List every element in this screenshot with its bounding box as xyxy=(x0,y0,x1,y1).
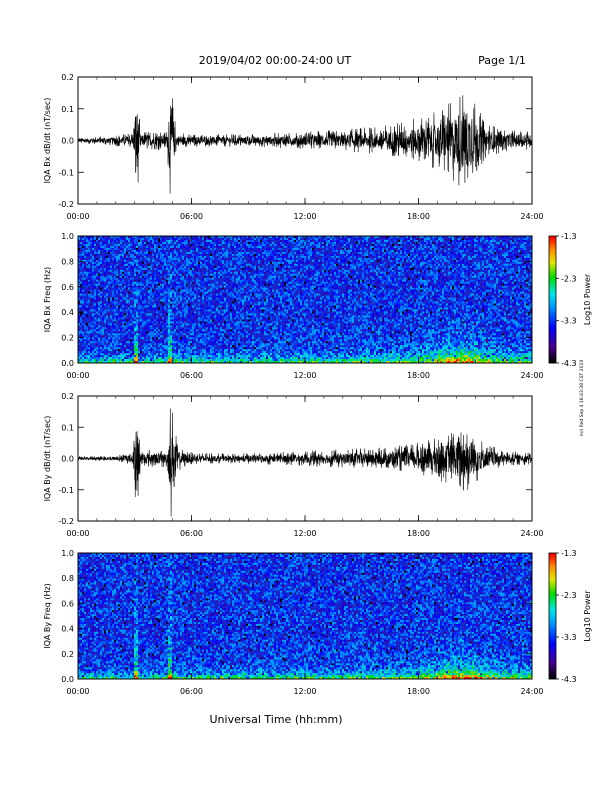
y-axis-label-3: IQA By dB/dt (nT/sec) xyxy=(43,416,52,502)
colorbar-tick-label-3-3: -4.3 xyxy=(561,675,577,684)
y-tick-label-0-3: 0.1 xyxy=(61,105,74,114)
colorbar-2: -1.3 -2.3 -3.3 -4.3 Log10 Power xyxy=(549,232,592,368)
panel-4: IQA By Freq (Hz) -1.3 -2.3 -3.3 -4.3 Log10 Po… xyxy=(43,549,592,696)
colorbar-label-2: Log10 Power xyxy=(583,273,592,325)
y-tick-label-3-3: 0.6 xyxy=(61,599,74,608)
x-tick-label-1-3: 18:00 xyxy=(407,371,430,380)
y-tick-label-3-1: 0.2 xyxy=(61,650,74,659)
heatmap-cells-4 xyxy=(78,553,532,679)
y-tick-label-1-0: 0.0 xyxy=(61,359,74,368)
panels-group: IQA Bx dB/dt (nT/sec) 00:00 06:00 12:00 18:0… xyxy=(43,73,592,696)
x-tick-label-0-0: 00:00 xyxy=(66,212,89,221)
x-tick-label-0-2: 12:00 xyxy=(293,212,316,221)
x-tick-label-2-3: 18:00 xyxy=(407,529,430,538)
y-tick-label-0-4: 0.2 xyxy=(61,73,74,82)
y-axis-label-4: IQA By Freq (Hz) xyxy=(43,583,52,649)
y-tick-label-1-1: 0.2 xyxy=(61,334,74,343)
x-tick-label-1-1: 06:00 xyxy=(180,371,203,380)
y-tick-label-2-3: 0.1 xyxy=(61,423,74,432)
page-title: 2019/04/02 00:00-24:00 UT xyxy=(199,54,352,67)
x-tick-label-0-4: 24:00 xyxy=(520,212,543,221)
colorbar-tick-label-1-1: -2.3 xyxy=(561,274,577,283)
panel-3: IQA By dB/dt (nT/sec) 00:00 06:00 12:00 18:0… xyxy=(43,392,544,538)
y-tick-label-2-2: 0.0 xyxy=(61,455,74,464)
x-tick-label-2-0: 00:00 xyxy=(66,529,89,538)
series-line-3 xyxy=(78,408,532,516)
series-line-1 xyxy=(78,95,532,193)
x-tick-label-3-2: 12:00 xyxy=(293,687,316,696)
colorbar-tick-label-1-2: -3.3 xyxy=(561,317,577,326)
x-tick-label-0-3: 18:00 xyxy=(407,212,430,221)
y-tick-label-3-5: 1.0 xyxy=(61,549,74,558)
page-number: Page 1/1 xyxy=(478,54,526,67)
colorbar-tick-label-3-0: -1.3 xyxy=(561,549,577,558)
y-tick-label-3-2: 0.4 xyxy=(61,625,74,634)
y-axis-label-2: IQA Bx Freq (Hz) xyxy=(43,267,52,333)
y-tick-label-1-3: 0.6 xyxy=(61,283,74,292)
y-axis-label-1: IQA Bx dB/dt (nT/sec) xyxy=(43,98,52,184)
heatmap-cells-2 xyxy=(78,236,532,363)
colorbar-tick-label-3-2: -3.3 xyxy=(561,633,577,642)
x-tick-label-1-2: 12:00 xyxy=(293,371,316,380)
x-tick-label-3-0: 00:00 xyxy=(66,687,89,696)
colorbar-4: -1.3 -2.3 -3.3 -4.3 Log10 Power xyxy=(549,549,592,684)
y-tick-label-3-4: 0.8 xyxy=(61,574,74,583)
x-tick-label-2-2: 12:00 xyxy=(293,529,316,538)
colorbar-tick-label-1-3: -4.3 xyxy=(561,359,577,368)
y-tick-label-1-5: 1.0 xyxy=(61,232,74,241)
y-tick-label-2-4: 0.2 xyxy=(61,392,74,401)
x-tick-label-3-1: 06:00 xyxy=(180,687,203,696)
x-tick-label-2-4: 24:00 xyxy=(520,529,543,538)
colorbar-label-4: Log10 Power xyxy=(583,590,592,642)
panel-2: IQA Bx Freq (Hz) -1.3 -2.3 -3.3 -4.3 Log10 Po… xyxy=(43,232,592,380)
y-tick-label-2-0: -0.2 xyxy=(58,517,74,526)
x-tick-label-3-4: 24:00 xyxy=(520,687,543,696)
x-axis-label: Universal Time (hh:mm) xyxy=(210,713,343,726)
y-tick-label-1-4: 0.8 xyxy=(61,257,74,266)
y-tick-label-3-0: 0.0 xyxy=(61,675,74,684)
y-tick-label-2-1: -0.1 xyxy=(58,486,74,495)
x-tick-label-0-1: 06:00 xyxy=(180,212,203,221)
y-tick-label-1-2: 0.4 xyxy=(61,308,74,317)
x-tick-label-2-1: 06:00 xyxy=(180,529,203,538)
y-tick-label-0-2: 0.0 xyxy=(61,137,74,146)
side-note: mri Red Sep 4 16:43:38 CST 2019 xyxy=(579,360,585,437)
x-tick-label-1-4: 24:00 xyxy=(520,371,543,380)
x-tick-label-1-0: 00:00 xyxy=(66,371,89,380)
colorbar-tick-label-3-1: -2.3 xyxy=(561,591,577,600)
colorbar-tick-label-1-0: -1.3 xyxy=(561,232,577,241)
panel-1: IQA Bx dB/dt (nT/sec) 00:00 06:00 12:00 18:0… xyxy=(43,73,544,221)
y-tick-label-0-1: -0.1 xyxy=(58,168,74,177)
x-tick-label-3-3: 18:00 xyxy=(407,687,430,696)
y-tick-label-0-0: -0.2 xyxy=(58,200,74,209)
